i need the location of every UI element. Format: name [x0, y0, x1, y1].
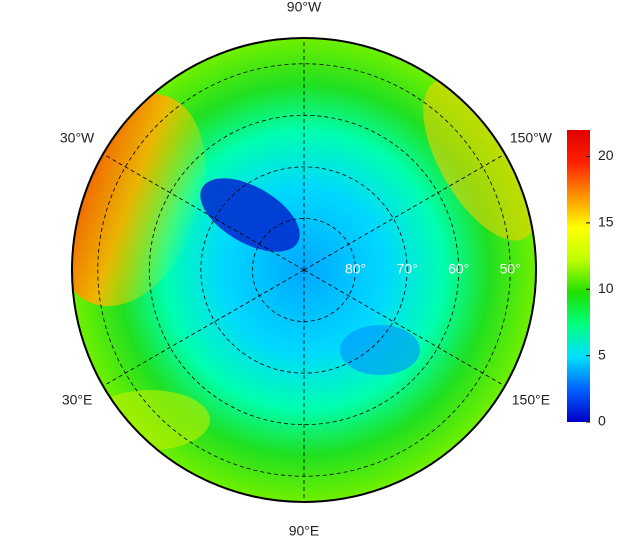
parallel-label: 80°	[345, 261, 366, 277]
field	[72, 38, 536, 502]
colorbar-tick-label: 20	[598, 147, 614, 163]
meridian-label: 90°E	[289, 523, 320, 539]
colorbar	[567, 130, 590, 422]
colorbar-tick-label: 15	[598, 214, 614, 230]
parallel-label: 50°	[500, 261, 521, 277]
meridian-label: 30°W	[60, 130, 95, 146]
meridian-label: 150°E	[512, 392, 550, 408]
parallel-label: 60°	[448, 261, 469, 277]
meridian	[102, 153, 305, 271]
meridian-label: 90°W	[287, 0, 322, 15]
meridian-label: 150°W	[510, 130, 553, 146]
colorbar-tick-label: 0	[598, 413, 606, 429]
meridian	[303, 153, 506, 271]
colorbar-tick-label: 5	[598, 346, 606, 362]
parallel	[200, 166, 408, 374]
colorbar-tick-label: 10	[598, 280, 614, 296]
meridian-label: 30°E	[62, 392, 93, 408]
meridian	[102, 269, 305, 387]
meridian	[303, 269, 506, 387]
parallel-label: 70°	[397, 261, 418, 277]
